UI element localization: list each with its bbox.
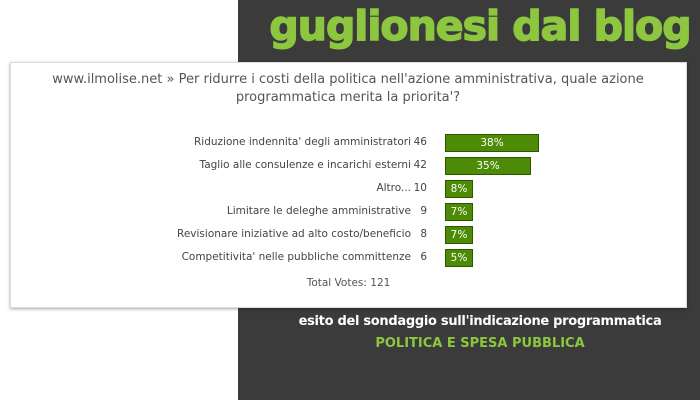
option-vote-count: 46 xyxy=(413,136,427,148)
poll-result-row: Limitare le deleghe amministrative 9 7% xyxy=(11,202,686,225)
poll-result-row: Riduzione indennita' degli amministrator… xyxy=(11,133,686,156)
poll-question: www.ilmolise.net » Per ridurre i costi d… xyxy=(52,72,644,105)
result-bar: 8% xyxy=(445,180,473,198)
option-vote-count: 6 xyxy=(420,251,427,263)
option-vote-count: 42 xyxy=(413,159,427,171)
option-label: Taglio alle consulenze e incarichi ester… xyxy=(199,159,411,171)
result-bar: 7% xyxy=(445,226,473,244)
bar-percent-label: 7% xyxy=(450,206,468,218)
bar-percent-label: 7% xyxy=(450,229,468,241)
option-vote-count: 10 xyxy=(413,182,427,194)
result-bar: 38% xyxy=(445,134,539,152)
total-votes: Total Votes: 121 xyxy=(306,277,391,289)
option-label: Limitare le deleghe amministrative xyxy=(226,205,411,217)
bar-percent-label: 8% xyxy=(450,183,468,195)
option-label: Altro... xyxy=(376,182,411,194)
poll-card: www.ilmolise.net » Per ridurre i costi d… xyxy=(10,62,687,308)
result-bar: 7% xyxy=(445,203,473,221)
option-vote-count: 9 xyxy=(420,205,427,217)
bar-percent-label: 35% xyxy=(476,160,500,172)
option-label: Competitivita' nelle pubbliche committen… xyxy=(181,251,411,263)
poll-result-row: Competitivita' nelle pubbliche committen… xyxy=(11,248,686,271)
bar-percent-label: 5% xyxy=(450,252,468,264)
option-label: Riduzione indennita' degli amministrator… xyxy=(194,136,411,148)
blog-title: guglionesi dal blog xyxy=(269,1,693,51)
option-label: Revisionare iniziative ad alto costo/ben… xyxy=(177,228,411,240)
poll-result-row: Revisionare iniziative ad alto costo/ben… xyxy=(11,225,686,248)
bar-percent-label: 38% xyxy=(480,137,504,149)
option-vote-count: 8 xyxy=(420,228,427,240)
result-bar: 35% xyxy=(445,157,531,175)
result-bar: 5% xyxy=(445,249,473,267)
poll-result-row: Taglio alle consulenze e incarichi ester… xyxy=(11,156,686,179)
poll-results: Riduzione indennita' degli amministrator… xyxy=(11,133,686,271)
caption-line-1: esito del sondaggio sull'indicazione pro… xyxy=(298,314,662,329)
poll-result-row: Altro... 10 8% xyxy=(11,179,686,202)
caption-line-2: POLITICA E SPESA PUBBLICA xyxy=(375,336,585,351)
